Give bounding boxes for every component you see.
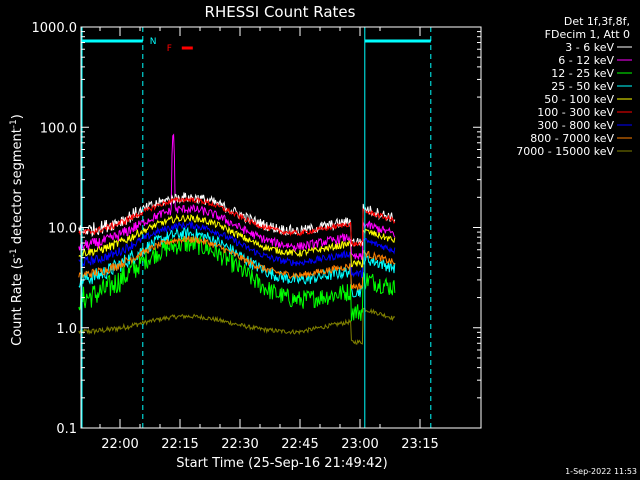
y-axis-label: Count Rate (s-1 detector segment-1) [9,114,25,346]
night-label: N [150,37,157,47]
series-line-7 [78,235,396,292]
y-tick-label: 100.0 [40,121,77,136]
x-tick-label: 22:15 [161,437,198,452]
legend-label-5: 100 - 300 keV [537,106,614,119]
series-layer [78,133,396,345]
ylabel-sup2: -1 [9,119,19,128]
ylabel-prefix: Count Rate (s [10,257,25,346]
series-line-4 [78,213,396,268]
series-line-5 [78,196,396,248]
y-tick-label: 10.0 [48,222,77,237]
plot-frame [80,26,482,429]
axes-layer: 0.1 1.0 10.0 100.0 1000.0 22:00 22:15 22:30 22:4… [32,21,482,452]
legend-label-0: 3 - 6 keV [565,41,614,54]
night-interval-1 [364,27,432,428]
x-tick-label: 22:45 [281,437,318,452]
legend-label-7: 800 - 7000 keV [530,132,614,145]
legend-label-3: 25 - 50 keV [551,80,614,93]
legend-label-2: 12 - 25 keV [551,67,614,80]
legend-label-6: 300 - 800 keV [537,119,614,132]
series-line-8 [78,307,396,345]
legend-header-1: Det 1f,3f,8f, [564,15,630,28]
series-line-3 [78,226,396,298]
x-axis-label: Start Time (25-Sep-16 21:49:42) [176,456,387,471]
ylabel-mid: detector segment [10,128,25,248]
x-tick-label: 23:00 [341,437,378,452]
y-tick-label: 1000.0 [32,21,78,36]
x-tick-label: 22:00 [101,437,138,452]
ylabel-sup1: -1 [9,248,19,257]
legend-label-1: 6 - 12 keV [558,54,614,67]
chart-title: RHESSI Count Rates [205,3,356,21]
night-interval-0 [81,27,144,428]
series-line-6 [78,220,396,279]
y-tick-label: 1.0 [56,322,77,337]
x-tick-label: 22:30 [221,437,258,452]
ylabel-suffix: ) [10,114,25,119]
flare-label: F [167,44,172,54]
legend-header-2: FDecim 1, Att 0 [545,28,630,41]
x-tick-label: 23:15 [401,437,438,452]
timestamp: 1-Sep-2022 11:53 [565,467,637,476]
legend: Det 1f,3f,8f, FDecim 1, Att 0 3 - 6 keV6… [516,15,632,158]
series-line-2 [78,234,396,322]
y-tick-label: 0.1 [56,422,77,437]
legend-label-4: 50 - 100 keV [544,93,614,106]
legend-label-8: 7000 - 15000 keV [516,145,614,158]
series-line-1 [78,133,396,260]
